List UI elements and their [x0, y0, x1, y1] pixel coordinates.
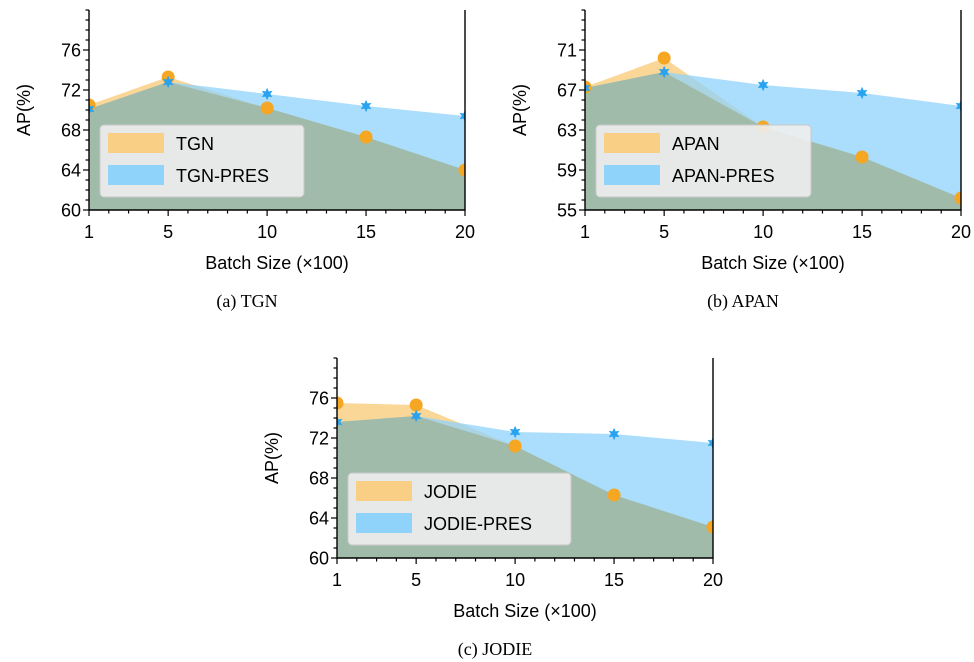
point-apan-pres	[955, 99, 961, 113]
point-jodie-pres	[410, 409, 422, 423]
x-tick-label: 15	[604, 570, 624, 590]
y-tick-label: 76	[309, 389, 329, 409]
x-tick-label: 5	[659, 222, 669, 242]
legend-label: JODIE	[424, 482, 477, 502]
x-tick-label: 20	[703, 570, 723, 590]
point-apan-pres	[757, 78, 769, 92]
x-tick-label: 20	[455, 222, 475, 242]
point-apan-pres	[585, 81, 591, 95]
legend: TGN TGN-PRES	[99, 124, 305, 198]
point-tgn-pres	[162, 75, 174, 89]
point-jodie	[409, 398, 423, 412]
y-tick-label: 60	[61, 201, 81, 221]
point-tgn	[260, 101, 274, 115]
x-tick-label: 15	[356, 222, 376, 242]
y-tick-label: 55	[557, 201, 577, 221]
point-apan-pres	[658, 65, 670, 79]
point-apan	[657, 51, 671, 65]
legend-swatch-jodie-pres	[356, 513, 412, 533]
point-tgn	[458, 163, 465, 177]
x-axis-label: Batch Size (×100)	[453, 601, 597, 621]
legend-label: APAN-PRES	[672, 166, 775, 186]
y-tick-label: 72	[309, 429, 329, 449]
y-tick-label: 68	[309, 469, 329, 489]
point-jodie-pres	[509, 425, 521, 439]
point-apan	[954, 191, 961, 205]
legend-swatch-tgn	[108, 133, 164, 153]
legend: APAN APAN-PRES	[595, 124, 812, 198]
legend-label: TGN	[176, 134, 214, 154]
y-tick-label: 63	[557, 121, 577, 141]
legend-label: APAN	[672, 134, 720, 154]
point-jodie	[337, 396, 344, 410]
point-apan-pres	[856, 86, 868, 100]
x-tick-label: 5	[411, 570, 421, 590]
y-tick-label: 76	[61, 41, 81, 61]
legend-swatch-apan	[604, 133, 660, 153]
x-tick-label: 15	[852, 222, 872, 242]
point-apan	[855, 150, 869, 164]
point-tgn-pres	[360, 99, 372, 113]
panel-caption: (c) JODIE	[458, 639, 532, 660]
point-jodie	[508, 439, 522, 453]
x-axis-label: Batch Size (×100)	[701, 253, 845, 273]
y-tick-label: 71	[557, 41, 577, 61]
x-tick-label: 10	[505, 570, 525, 590]
panel-caption: (b) APAN	[707, 291, 779, 312]
point-jodie-pres	[608, 427, 620, 441]
legend-swatch-apan-pres	[604, 165, 660, 185]
point-tgn	[359, 130, 373, 144]
y-axis-label: AP(%)	[510, 84, 530, 136]
x-tick-label: 1	[580, 222, 590, 242]
y-tick-label: 59	[557, 161, 577, 181]
x-tick-label: 10	[257, 222, 277, 242]
x-tick-label: 1	[84, 222, 94, 242]
point-jodie-pres	[337, 415, 343, 429]
legend-swatch-jodie	[356, 481, 412, 501]
y-tick-label: 72	[61, 81, 81, 101]
point-tgn-pres	[459, 109, 465, 123]
y-axis-label: AP(%)	[262, 432, 282, 484]
y-tick-label: 64	[61, 161, 81, 181]
x-tick-label: 5	[163, 222, 173, 242]
y-tick-label: 60	[309, 549, 329, 569]
point-jodie	[607, 488, 621, 502]
legend-swatch-tgn-pres	[108, 165, 164, 185]
x-axis-label: Batch Size (×100)	[205, 253, 349, 273]
x-tick-label: 10	[753, 222, 773, 242]
point-jodie	[706, 520, 713, 534]
legend-label: TGN-PRES	[176, 166, 269, 186]
x-tick-label: 1	[332, 570, 342, 590]
legend: JODIE JODIE-PRES	[347, 472, 572, 546]
y-tick-label: 64	[309, 509, 329, 529]
point-tgn-pres	[261, 87, 273, 101]
panel-caption: (a) TGN	[216, 291, 277, 312]
y-axis-label: AP(%)	[14, 84, 34, 136]
point-tgn-pres	[89, 102, 95, 116]
y-tick-label: 68	[61, 121, 81, 141]
y-tick-label: 67	[557, 81, 577, 101]
point-jodie-pres	[707, 436, 713, 450]
x-tick-label: 20	[951, 222, 971, 242]
legend-label: JODIE-PRES	[424, 514, 532, 534]
